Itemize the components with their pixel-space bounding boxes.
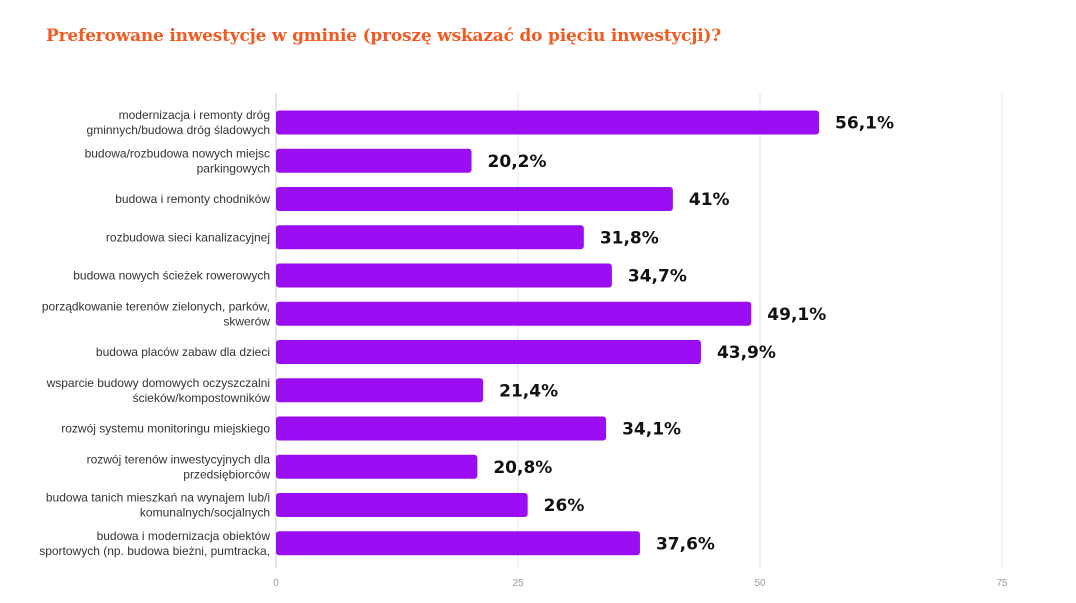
- category-label: wsparcie budowy domowych oczyszczalni: [46, 376, 270, 390]
- value-label: 20,8%: [493, 458, 552, 478]
- bar-4: [276, 263, 612, 288]
- category-label: komunalnych/socjalnych: [140, 506, 270, 520]
- bar-8: [276, 416, 607, 441]
- category-label: budowa nowych ścieżek rowerowych: [73, 269, 270, 283]
- bar-0: [276, 110, 820, 135]
- category-label: gminnych/budowa dróg śladowych: [87, 123, 270, 137]
- category-label: rozbudowa sieci kanalizacyjnej: [106, 230, 270, 244]
- category-label: ścieków/kompostowników: [133, 391, 271, 405]
- category-label: parkingowych: [197, 161, 270, 175]
- bar-1: [276, 148, 472, 173]
- bar-2: [276, 187, 673, 211]
- bar-7: [276, 378, 484, 403]
- value-label: 26%: [544, 496, 585, 516]
- value-label: 56,1%: [835, 114, 894, 134]
- category-label: rozwój systemu monitoringu miejskiego: [61, 422, 270, 436]
- category-label: budowa placów zabaw dla dzieci: [96, 345, 270, 359]
- value-label: 20,2%: [488, 152, 547, 172]
- bar-11: [276, 531, 640, 556]
- x-tick-label: 25: [512, 578, 524, 589]
- value-label: 21,4%: [499, 381, 558, 401]
- bar-9: [276, 454, 478, 479]
- value-label: 43,9%: [717, 343, 776, 363]
- category-label: skwerów: [223, 314, 270, 328]
- category-label: budowa/rozbudowa nowych miejsc: [85, 146, 270, 160]
- category-label: budowa i remonty chodników: [115, 192, 270, 206]
- bar-3: [276, 225, 584, 250]
- x-tick-label: 75: [996, 578, 1008, 589]
- category-label: porządkowanie terenów zielonych, parków,: [42, 299, 270, 313]
- bar-10: [276, 493, 528, 517]
- value-label: 37,6%: [656, 534, 715, 554]
- value-label: 34,7%: [628, 267, 687, 287]
- bar-6: [276, 340, 701, 364]
- category-label: rozwój terenów inwestycyjnych dla: [87, 452, 271, 466]
- value-label: 41%: [689, 190, 730, 210]
- value-label: 31,8%: [600, 228, 659, 248]
- bar-5: [276, 301, 752, 326]
- category-label: przedsiębiorców: [183, 467, 270, 481]
- category-label: modernizacja i remonty dróg: [119, 108, 270, 122]
- value-label: 34,1%: [622, 420, 681, 440]
- category-label: budowa i modernizacja obiektów: [97, 529, 271, 543]
- chart-title: Preferowane inwestycje w gminie (proszę …: [46, 26, 722, 46]
- x-tick-label: 0: [273, 578, 279, 589]
- category-label: budowa tanich mieszkań na wynajem lub/i: [46, 491, 270, 505]
- value-label: 49,1%: [767, 305, 826, 325]
- category-label: sportowych (np. budowa bieżni, pumtracka…: [39, 544, 270, 558]
- x-tick-label: 50: [754, 578, 766, 589]
